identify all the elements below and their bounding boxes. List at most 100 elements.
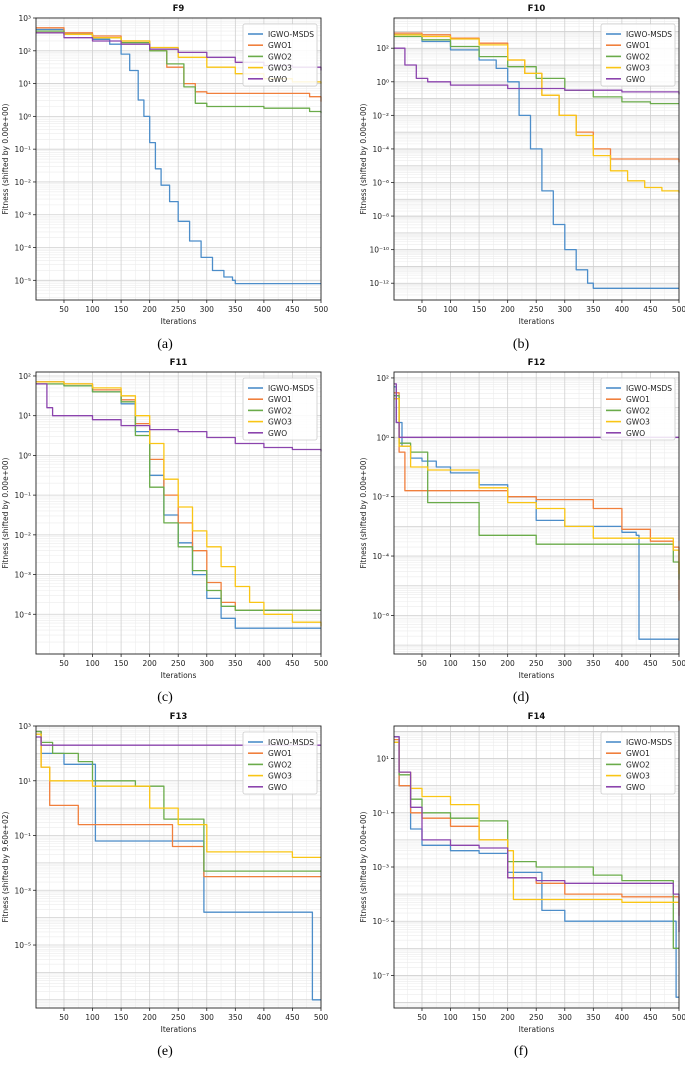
x-axis-label: Iterations [519,317,555,326]
y-axis-label: Fitness (shifted by 0.00e+00) [359,811,368,922]
x-tick-label: 400 [615,659,630,668]
legend-label: GWO2 [268,760,292,769]
y-axis-label: Fitness (shifted by 0.00e+00) [1,457,10,568]
caption-e: (e) [157,1044,173,1059]
legend-box [600,23,676,87]
legend: IGWO-MSDS GWO1 GWO2 GWO3 GWO [242,377,318,441]
legend-label: GWO2 [268,406,292,415]
legend-box [600,731,676,795]
legend-label: GWO3 [268,772,292,781]
x-tick-label: 200 [500,659,515,668]
legend-label: GWO3 [626,418,650,427]
series-line-gwo2 [36,730,321,872]
x-tick-label: 350 [586,1013,601,1022]
x-tick-label: 350 [586,305,601,314]
caption-d: (d) [512,690,530,705]
x-tick-label: 250 [171,305,186,314]
chart-panel-3: 50 100 150 200 250 300 350 400 450 500 10⁻⁴ 10⁻³ 10⁻… [1,358,328,680]
series-line-igwo-msds [36,730,321,1001]
legend-label: IGWO-MSDS [626,738,672,747]
caption-b: (b) [512,337,530,352]
series-line-igwo-msds [394,34,679,289]
x-tick-label: 350 [228,659,243,668]
y-tick-label: 10⁻⁴ [372,145,389,154]
x-tick-label: 400 [615,305,630,314]
legend-box [242,731,318,795]
chart-panel-4: 50 100 150 200 250 300 350 400 450 500 10⁻⁶ 10⁻⁴ 10⁻… [359,358,685,680]
x-tick-label: 450 [643,305,658,314]
x-tick-label: 450 [643,659,658,668]
x-tick-label: 500 [314,305,329,314]
x-tick-label: 150 [472,305,487,314]
y-tick-label: 10⁻⁸ [372,212,389,221]
x-tick-label: 50 [59,305,69,314]
series-line-gwo3 [394,398,680,574]
x-tick-label: 100 [443,305,458,314]
legend-box [242,23,318,87]
series-line-gwo [36,383,322,452]
x-tick-label: 200 [500,305,515,314]
y-tick-label: 10⁻² [14,178,31,187]
y-tick-label: 10³ [18,722,31,731]
legend-label: GWO1 [626,749,650,758]
legend-label: GWO3 [268,64,292,73]
x-tick-label: 200 [500,1013,515,1022]
legend-label: IGWO-MSDS [626,30,672,39]
legend-label: IGWO-MSDS [268,384,314,393]
caption-f: (f) [514,1044,528,1059]
chart-panel-2: 50 100 150 200 250 300 350 400 450 500 10⁻¹² 10⁻¹⁰ 1… [359,4,685,326]
x-tick-label: 500 [314,659,329,668]
x-tick-label: 100 [443,659,458,668]
x-tick-label: 450 [285,659,300,668]
x-tick-label: 400 [615,1013,630,1022]
series-line-igwo-msds [36,28,321,285]
y-tick-label: 10² [18,372,31,381]
x-tick-label: 250 [171,659,186,668]
x-tick-label: 150 [114,659,129,668]
series-line-gwo2 [394,35,679,105]
series-line-gwo [394,383,679,438]
legend-label: GWO1 [268,749,292,758]
x-tick-label: 500 [672,659,685,668]
legend-label: GWO2 [268,52,292,61]
x-tick-label: 250 [171,1013,186,1022]
caption-a: (a) [157,337,173,352]
x-tick-label: 200 [142,659,157,668]
x-tick-label: 150 [114,1013,129,1022]
chart-panel-5: 50 100 150 200 250 300 350 400 450 500 10⁻⁵ 10⁻³ 10⁻… [1,712,328,1034]
x-tick-label: 200 [142,305,157,314]
x-tick-label: 300 [558,659,573,668]
y-tick-label: 10⁻⁴ [14,610,31,619]
y-tick-label: 10² [376,44,389,53]
x-tick-label: 100 [443,1013,458,1022]
x-tick-label: 150 [472,1013,487,1022]
x-tick-label: 150 [114,305,129,314]
chart-title: F12 [528,358,546,368]
chart-title: F11 [170,358,188,368]
series-line-gwo2 [36,383,321,611]
legend-label: GWO [626,429,645,438]
x-tick-label: 450 [643,1013,658,1022]
x-axis-label: Iterations [519,1025,555,1034]
y-tick-label: 10⁻³ [372,863,389,872]
y-tick-label: 10⁻³ [14,886,31,895]
legend-label: GWO2 [626,760,650,769]
y-tick-label: 10⁻⁵ [14,276,31,285]
x-tick-label: 500 [672,305,685,314]
chart-panel-6: 50 100 150 200 250 300 350 400 450 500 10⁻⁷ 10⁻⁵ 10⁻… [359,712,685,1034]
legend: IGWO-MSDS GWO1 GWO2 GWO3 GWO [600,731,676,795]
legend-label: GWO2 [626,406,650,415]
legend-label: GWO [268,75,287,84]
y-tick-label: 10⁻² [372,111,389,120]
x-tick-label: 300 [558,1013,573,1022]
x-tick-label: 50 [417,659,427,668]
y-tick-label: 10⁻³ [14,571,31,580]
x-axis-label: Iterations [519,671,555,680]
y-tick-label: 10⁻¹ [372,809,389,818]
series-line-gwo3 [36,733,321,859]
legend-label: GWO3 [626,772,650,781]
y-tick-label: 10⁻² [372,493,389,502]
y-tick-label: 10⁰ [18,451,31,460]
y-tick-label: 10⁻¹ [14,491,31,500]
y-tick-label: 10³ [18,14,31,23]
